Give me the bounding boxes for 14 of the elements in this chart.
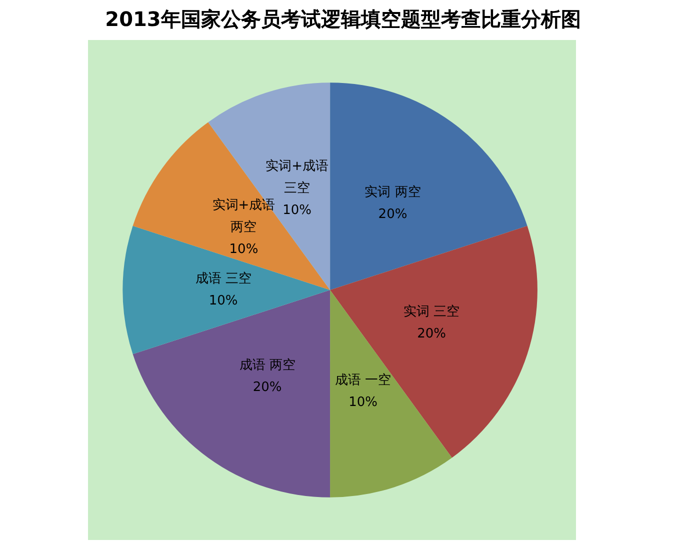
slice-label: 实词 两空 xyxy=(364,185,421,200)
data-label: 10% xyxy=(229,242,258,257)
slice-label: 成语 一空 xyxy=(334,372,392,388)
slice-label: 实词+成语三空 xyxy=(266,159,329,196)
data-label: 20% xyxy=(378,207,408,222)
chart-title: 2013年国家公务员考试逻辑填空题型考查比重分析图 xyxy=(104,6,582,33)
data-label: 10% xyxy=(348,394,378,410)
slice-label: 成语 两空 xyxy=(239,358,296,373)
slice-label: 成语 三空 xyxy=(195,272,252,286)
data-label: 20% xyxy=(417,326,446,342)
slice-label: 实词 三空 xyxy=(403,304,460,320)
data-label: 10% xyxy=(208,294,238,308)
data-label: 20% xyxy=(252,380,282,395)
data-label: 10% xyxy=(282,203,312,218)
